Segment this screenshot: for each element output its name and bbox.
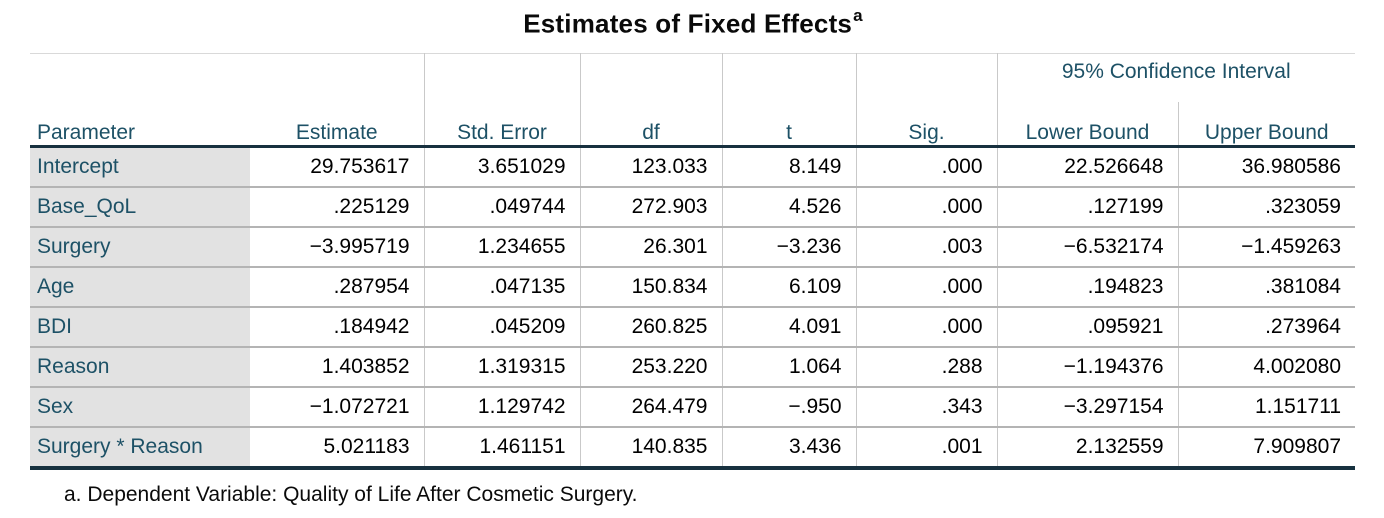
cell-t: 3.436	[721, 426, 856, 468]
column-header-std-error: Std. Error	[423, 53, 580, 148]
page-title-text: Estimates of Fixed Effects	[523, 8, 853, 39]
table-header: Parameter Estimate Std. Error df t Sig. …	[30, 53, 1355, 148]
cell-estimate: .225129	[333, 194, 410, 218]
cell-estimate: 29.753617	[310, 154, 410, 178]
cell-std-error: 1.129742	[423, 386, 580, 427]
cell-sig: .000	[855, 306, 997, 347]
cell-t: 4.526	[721, 186, 856, 227]
cell-df: 150.834	[579, 266, 722, 307]
cell-sig: .288	[855, 346, 997, 387]
column-header-parameter: Parameter	[30, 53, 250, 148]
cell-estimate: .184942	[333, 314, 410, 338]
cell-ci-upper: 7.909807	[1177, 426, 1355, 468]
column-header-estimate: Estimate	[250, 53, 424, 148]
column-header-t: t	[721, 53, 856, 148]
cell-sig: .343	[855, 386, 997, 427]
table-row: Base_QoL .225129 .049744 272.903 4.526 .…	[30, 186, 1355, 227]
row-label: Surgery	[30, 226, 250, 267]
fixed-effects-table: Parameter Estimate Std. Error df t Sig. …	[30, 52, 1355, 470]
cell-sig: .000	[855, 266, 997, 307]
cell-sig: .001	[855, 426, 997, 468]
column-header-lower-bound: Lower Bound	[996, 101, 1178, 148]
table-row: BDI .184942 .045209 260.825 4.091 .000 .…	[30, 306, 1355, 347]
row-label: Age	[30, 266, 250, 307]
cell-std-error: 1.461151	[423, 426, 580, 468]
cell-df: 26.301	[579, 226, 722, 267]
row-label: Surgery * Reason	[30, 426, 250, 468]
cell-ci-upper: −1.459263	[1177, 226, 1355, 267]
cell-t: 1.064	[721, 346, 856, 387]
table-row: Intercept 29.753617 3.651029 123.033 8.1…	[30, 146, 1355, 187]
cell-sig: .003	[855, 226, 997, 267]
cell-sig: .000	[855, 146, 997, 187]
cell-ci-lower: .194823	[996, 266, 1178, 307]
cell-df: 253.220	[579, 346, 722, 387]
cell-ci-lower: 2.132559	[996, 426, 1178, 468]
cell-ci-upper: .381084	[1177, 266, 1355, 307]
cell-ci-lower: −6.532174	[996, 226, 1178, 267]
row-label: Sex	[30, 386, 250, 427]
cell-ci-upper: .273964	[1177, 306, 1355, 347]
spss-output-sheet: Estimates of Fixed Effectsa Parameter Es…	[0, 6, 1384, 518]
table-footnote: a. Dependent Variable: Quality of Life A…	[64, 482, 638, 506]
cell-std-error: 1.319315	[423, 346, 580, 387]
ci-group-header: 95% Confidence Interval	[996, 53, 1355, 102]
cell-estimate: −1.072721	[309, 394, 410, 418]
cell-estimate: 5.021183	[323, 434, 410, 458]
cell-t: −.950	[721, 386, 856, 427]
cell-ci-lower: .095921	[996, 306, 1178, 347]
title-footnote-marker: a	[853, 6, 863, 25]
cell-sig: .000	[855, 186, 997, 227]
table-row: Reason 1.403852 1.319315 253.220 1.064 .…	[30, 346, 1355, 387]
table-row: Sex −1.072721 1.129742 264.479 −.950 .34…	[30, 386, 1355, 427]
cell-t: 8.149	[721, 146, 856, 187]
cell-df: 123.033	[579, 146, 722, 187]
cell-ci-upper: .323059	[1177, 186, 1355, 227]
cell-t: 4.091	[721, 306, 856, 347]
column-header-upper-bound: Upper Bound	[1177, 101, 1355, 148]
cell-estimate: .287954	[333, 274, 410, 298]
cell-estimate: 1.403852	[321, 354, 410, 378]
cell-ci-upper: 1.151711	[1177, 386, 1355, 427]
table-body: Intercept 29.753617 3.651029 123.033 8.1…	[30, 146, 1355, 468]
table-row: Surgery * Reason 5.021183 1.461151 140.8…	[30, 426, 1355, 468]
table-row: Age .287954 .047135 150.834 6.109 .000 .…	[30, 266, 1355, 307]
cell-ci-lower: −3.297154	[996, 386, 1178, 427]
cell-std-error: 3.651029	[423, 146, 580, 187]
column-header-sig: Sig.	[855, 53, 997, 148]
row-label: Base_QoL	[30, 186, 250, 227]
cell-std-error: .047135	[423, 266, 580, 307]
cell-ci-upper: 36.980586	[1177, 146, 1355, 187]
row-label: Reason	[30, 346, 250, 387]
row-label: Intercept	[30, 146, 250, 187]
cell-df: 140.835	[579, 426, 722, 468]
cell-t: −3.236	[721, 226, 856, 267]
cell-df: 272.903	[579, 186, 722, 227]
cell-ci-lower: 22.526648	[996, 146, 1178, 187]
cell-ci-upper: 4.002080	[1177, 346, 1355, 387]
cell-std-error: 1.234655	[423, 226, 580, 267]
cell-std-error: .045209	[423, 306, 580, 347]
cell-df: 260.825	[579, 306, 722, 347]
cell-std-error: .049744	[423, 186, 580, 227]
cell-ci-lower: .127199	[996, 186, 1178, 227]
column-header-df: df	[579, 53, 722, 148]
row-label: BDI	[30, 306, 250, 347]
cell-df: 264.479	[579, 386, 722, 427]
cell-ci-lower: −1.194376	[996, 346, 1178, 387]
cell-estimate: −3.995719	[309, 234, 410, 258]
table-row: Surgery −3.995719 1.234655 26.301 −3.236…	[30, 226, 1355, 267]
page-title: Estimates of Fixed Effectsa	[30, 6, 1355, 40]
cell-t: 6.109	[721, 266, 856, 307]
